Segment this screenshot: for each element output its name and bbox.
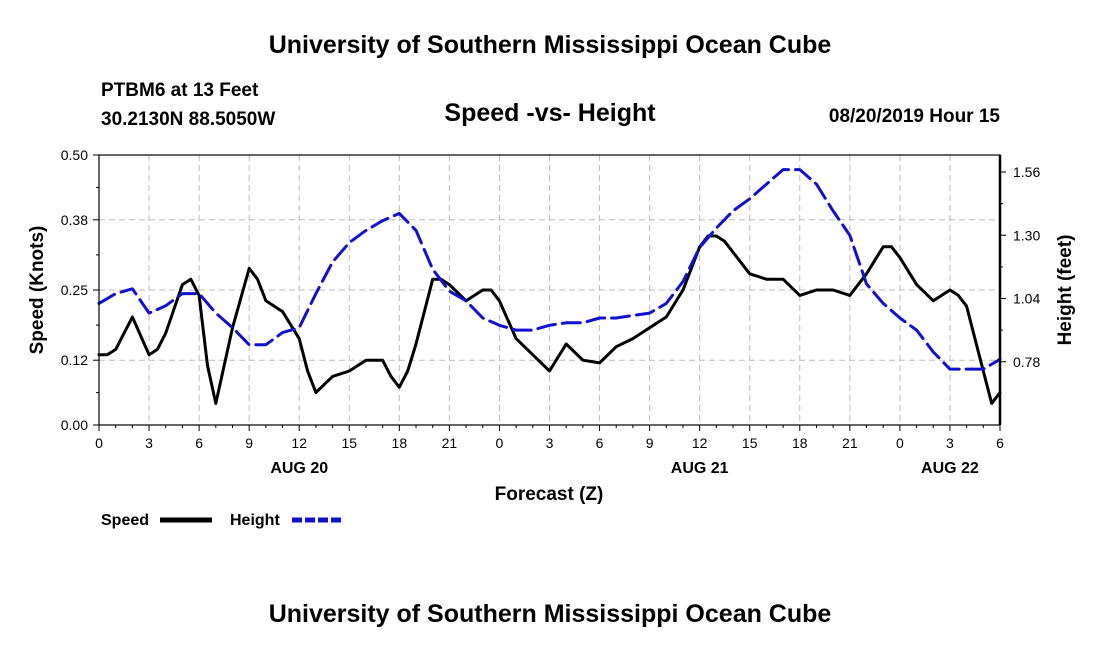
x-tick-label: 0	[496, 435, 504, 451]
day-label: AUG 22	[921, 460, 979, 477]
station-info: PTBM6 at 13 Feet 30.2130N 88.5050W	[101, 76, 275, 134]
x-tick-label: 21	[442, 435, 458, 451]
speed-series-line	[97, 234, 1002, 405]
y-left-tick-label: 0.00	[61, 417, 88, 433]
x-tick-label: 21	[842, 435, 858, 451]
station-name: PTBM6 at 13 Feet	[101, 80, 259, 101]
x-tick-label: 15	[341, 435, 357, 451]
x-tick-label: 9	[646, 435, 654, 451]
height-series-line	[97, 168, 1002, 371]
x-tick-label: 6	[195, 435, 203, 451]
legend: Speed Height	[101, 512, 342, 529]
x-tick-label: 3	[946, 435, 954, 451]
y-left-axis-title: Speed (Knots)	[27, 226, 48, 355]
x-tick-label: 9	[245, 435, 253, 451]
x-tick-label: 0	[95, 435, 103, 451]
x-tick-label: 3	[546, 435, 554, 451]
chart-subtitle: Speed -vs- Height	[444, 99, 656, 127]
station-coordinates: 30.2130N 88.5050W	[101, 109, 276, 130]
grid-lines	[99, 155, 1000, 425]
x-tick-label: 0	[896, 435, 904, 451]
tick-labels: 0 3 6 9 12 15 18 21 0 3 6 9 12 15 18 21 0 3 6 AUG 20 AUG 21 A…	[61, 147, 1041, 477]
x-axis-title: Forecast (Z)	[495, 484, 604, 505]
y-left-tick-label: 0.38	[61, 212, 88, 228]
chart-footer-title: University of Southern Mississippi Ocean…	[268, 600, 832, 628]
x-tick-label: 3	[145, 435, 153, 451]
x-tick-label: 6	[996, 435, 1004, 451]
forecast-datetime: 08/20/2019 Hour 15	[828, 106, 1000, 127]
y-right-tick-label: 1.56	[1013, 164, 1040, 180]
x-tick-label: 12	[692, 435, 708, 451]
legend-height-label: Height	[230, 512, 280, 529]
y-left-tick-label: 0.12	[61, 352, 88, 368]
legend-speed-label: Speed	[101, 512, 149, 529]
y-right-tick-label: 1.04	[1013, 291, 1040, 307]
y-left-tick-label: 0.25	[61, 282, 88, 298]
x-tick-label: 18	[392, 435, 408, 451]
x-tick-label: 15	[742, 435, 758, 451]
x-tick-label: 12	[291, 435, 307, 451]
x-tick-label: 18	[792, 435, 808, 451]
y-right-tick-label: 1.30	[1013, 227, 1040, 243]
y-right-axis-title: Height (feet)	[1055, 235, 1076, 346]
chart-main-title: University of Southern Mississippi Ocean…	[268, 31, 832, 59]
day-label: AUG 20	[270, 460, 328, 477]
x-tick-label: 6	[596, 435, 604, 451]
day-label: AUG 21	[671, 460, 729, 477]
series-lines	[97, 168, 1002, 405]
y-left-tick-label: 0.50	[61, 147, 88, 163]
y-right-tick-label: 0.78	[1013, 354, 1040, 370]
